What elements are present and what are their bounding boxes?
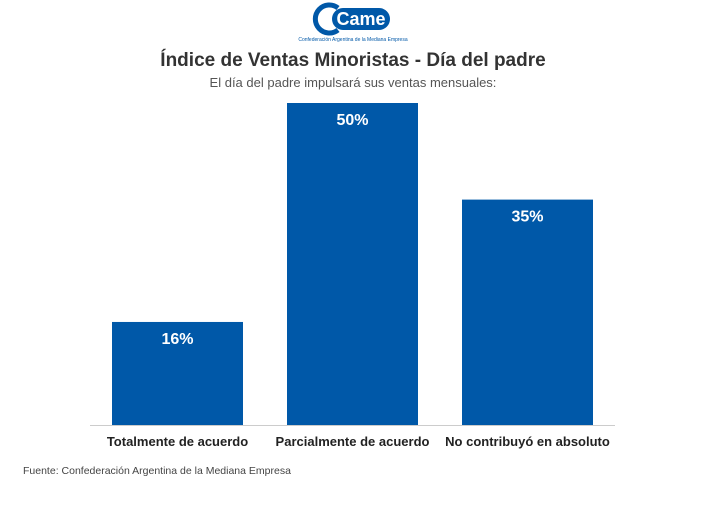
came-logo: Came Confederación Argentina de la Media…: [298, 2, 408, 43]
bar-3: [462, 199, 593, 425]
category-label-1: Totalmente de acuerdo: [107, 434, 248, 449]
data-label-1: 16%: [161, 331, 193, 348]
data-label-2: 50%: [336, 112, 368, 129]
logo-tagline: Confederación Argentina de la Mediana Em…: [298, 37, 407, 43]
source-note: Fuente: Confederación Argentina de la Me…: [23, 465, 291, 477]
category-label-2: Parcialmente de acuerdo: [276, 434, 430, 449]
data-label-3: 35%: [511, 209, 543, 226]
chart-subtitle: El día del padre impulsará sus ventas me…: [209, 75, 497, 90]
logo-wordmark: Came: [336, 9, 385, 29]
chart-title: Índice de Ventas Minoristas - Día del pa…: [160, 50, 546, 71]
category-label-3: No contribuyó en absoluto: [445, 434, 610, 449]
logo-wordmark-badge: [332, 8, 390, 30]
bar-1: [112, 321, 243, 425]
logo-c-mark: [312, 2, 340, 36]
bar-2: [287, 103, 418, 425]
